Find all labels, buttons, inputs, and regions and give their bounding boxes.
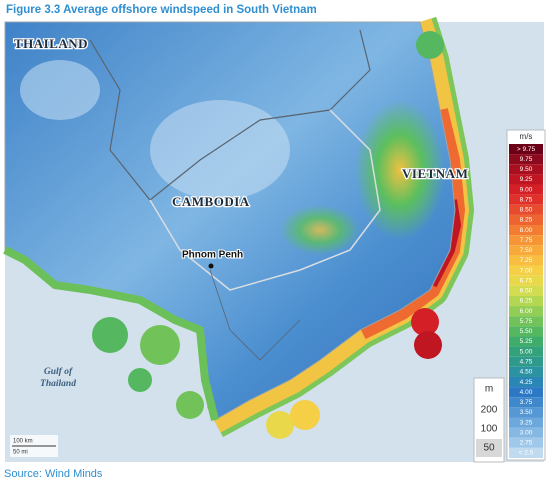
zoom-level: 100 <box>481 424 498 435</box>
legend-label: 2.75 <box>520 440 533 447</box>
legend-swatch <box>509 376 543 388</box>
legend-swatch <box>509 214 543 226</box>
legend-swatch <box>509 235 543 246</box>
legend-swatch <box>509 285 543 296</box>
legend-label: 6.75 <box>520 277 533 284</box>
legend-label: 5.75 <box>520 318 533 325</box>
legend-swatch <box>509 316 543 327</box>
legend-label: 7.00 <box>520 267 533 274</box>
gulf-label: Thailand <box>40 379 76 389</box>
legend-label: 3.00 <box>520 429 533 436</box>
legend-label: 5.50 <box>520 328 533 335</box>
scale-label: 50 mi <box>13 450 28 456</box>
legend-label: 6.50 <box>520 288 533 295</box>
legend-label: 3.75 <box>520 399 533 406</box>
country-label: CAMBODIA <box>172 194 250 209</box>
border <box>149 109 381 291</box>
legend-swatch <box>509 366 543 377</box>
legend-label: 5.25 <box>520 338 533 345</box>
legend-label: 7.25 <box>520 257 533 264</box>
zoom-level: 200 <box>481 405 498 416</box>
scale-label: 100 km <box>13 439 33 445</box>
legend-swatch <box>509 346 543 357</box>
legend-swatch <box>509 194 543 205</box>
legend-swatch <box>509 326 543 337</box>
lowland <box>150 100 290 200</box>
country-label: VIETNAM <box>402 166 468 181</box>
legend-label: 7.50 <box>520 247 533 254</box>
legend-label: 4.25 <box>520 379 533 386</box>
legend-swatch <box>509 174 543 185</box>
legend-swatch <box>509 336 543 347</box>
zoom-level-selected <box>476 439 502 457</box>
gulf-label: Gulf of <box>44 367 73 377</box>
source: Source: Wind Minds <box>4 468 103 480</box>
legend-label: 8.75 <box>520 196 533 203</box>
legend-swatch <box>509 356 543 367</box>
legend-label: 9.75 <box>520 156 533 163</box>
zoom-level: 50 <box>483 443 495 454</box>
legend-swatch <box>509 204 543 215</box>
legend-swatch <box>509 437 543 448</box>
islands <box>92 31 444 439</box>
legend-swatch <box>509 295 543 307</box>
legend-swatch <box>509 306 543 317</box>
gulf-coast-band <box>3 246 219 421</box>
legend-label: > 9.75 <box>517 146 536 153</box>
legend-label: 9.25 <box>520 176 533 183</box>
map: THAILAND CAMBODIA VIETNAM Phnom Penh Gulf of… <box>3 16 546 463</box>
legend-label: 8.25 <box>520 217 533 224</box>
legend-swatch <box>509 397 543 408</box>
legend-swatch <box>509 144 543 155</box>
legend-swatch <box>509 164 543 175</box>
lowland <box>20 60 100 120</box>
legend-label: 3.50 <box>520 409 533 416</box>
legend-label: 4.75 <box>520 358 533 365</box>
legend-swatch <box>509 225 543 236</box>
legend-swatch <box>509 184 543 195</box>
legend-swatch <box>509 427 543 438</box>
legend-swatch <box>509 407 543 418</box>
legend-label: < 2.5 <box>519 450 534 457</box>
river <box>209 269 301 361</box>
legend-label: 3.25 <box>520 419 533 426</box>
legend-label: 8.00 <box>520 227 533 234</box>
legend-label: 6.00 <box>520 308 533 315</box>
figure-title: Figure 3.3 Average offshore windspeed in… <box>6 4 317 16</box>
legend-swatch <box>509 255 543 266</box>
highland <box>280 205 360 255</box>
legend-swatch <box>509 265 543 276</box>
legend-label: 7.75 <box>520 237 533 244</box>
legend-label: 6.25 <box>520 298 533 305</box>
legend-label: 5.00 <box>520 348 533 355</box>
legend-swatch <box>509 245 543 256</box>
zoom-unit: m <box>485 384 493 395</box>
legend-swatch <box>509 275 543 286</box>
legend-swatch <box>509 154 543 165</box>
legend-label: 4.50 <box>520 369 533 376</box>
legend-swatch <box>509 417 543 428</box>
country-label: THAILAND <box>14 36 88 51</box>
legend-label: 4.00 <box>520 389 533 396</box>
legend-label: 9.50 <box>520 166 533 173</box>
city-marker <box>208 263 214 269</box>
highland <box>355 100 445 240</box>
legend-label: 9.00 <box>520 186 533 193</box>
legend-label: 8.50 <box>520 207 533 214</box>
border <box>89 29 371 201</box>
city-label: Phnom Penh <box>182 250 243 261</box>
legend-swatch <box>509 447 543 458</box>
legend-swatch <box>509 387 543 398</box>
legend-unit: m/s <box>520 132 533 141</box>
